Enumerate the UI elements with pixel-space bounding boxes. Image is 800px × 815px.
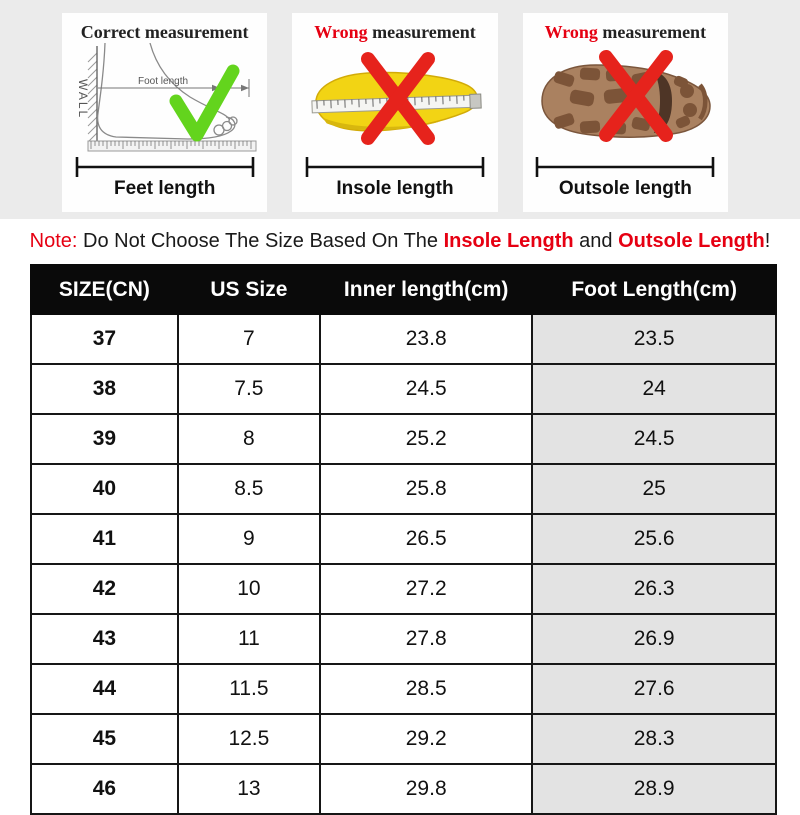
panel-caption: Feet length [114,178,215,200]
header-us-size: US Size [178,265,320,314]
panel-caption: Insole length [336,178,453,200]
panel-title-rest: measurement [598,22,706,42]
table-cell: 29.2 [320,714,532,764]
measure-bracket [70,156,260,178]
table-cell: 7 [178,314,320,364]
table-cell: 12.5 [178,714,320,764]
table-cell: 25.8 [320,464,532,514]
table-cell: 27.2 [320,564,532,614]
note-highlight-outsole: Outsole Length [618,230,765,253]
table-cell: 23.8 [320,314,532,364]
table-cell: 28.3 [532,714,776,764]
table-cell: 8.5 [178,464,320,514]
panel-title-rest: measurement [140,22,248,42]
table-cell: 27.6 [532,664,776,714]
note-line: Note: Do Not Choose The Size Based On Th… [0,219,800,264]
table-cell: 26.3 [532,564,776,614]
foot-measurement-illustration: WALL Foot length [70,43,260,155]
table-cell: 8 [178,414,320,464]
panel-title-prefix: Wrong [314,22,367,42]
note-label: Note: [30,230,78,253]
table-cell: 39 [31,414,178,464]
table-cell: 40 [31,464,178,514]
table-cell: 25 [532,464,776,514]
measure-bracket [300,156,490,178]
panel-wrong-outsole: Wrong measurement [523,13,728,212]
header-inner-length: Inner length(cm) [320,265,532,314]
table-cell: 45 [31,714,178,764]
table-cell: 46 [31,764,178,814]
table-cell: 24 [532,364,776,414]
table-cell: 13 [178,764,320,814]
note-text: and [574,230,619,253]
note-suffix: ! [765,230,771,253]
table-cell: 25.2 [320,414,532,464]
table-cell: 11 [178,614,320,664]
table-cell: 44 [31,664,178,714]
outsole-illustration [530,43,720,155]
table-cell: 41 [31,514,178,564]
panel-wrong-insole: Wrong measurement [292,13,497,212]
measurement-guide-section: Correct measurement WALL [0,0,800,219]
table-cell: 37 [31,314,178,364]
size-table: SIZE(CN) US Size Inner length(cm) Foot L… [30,264,777,815]
table-cell: 24.5 [320,364,532,414]
measure-bracket [530,156,720,178]
panel-title-rest: measurement [368,22,476,42]
wall-label: WALL [76,79,90,119]
panel-title: Correct measurement [81,22,249,43]
panel-title: Wrong measurement [314,22,476,43]
note-text: Do Not Choose The Size Based On The [77,230,443,253]
table-cell: 24.5 [532,414,776,464]
panel-title-prefix: Wrong [545,22,598,42]
table-cell: 29.8 [320,764,532,814]
table-cell: 25.6 [532,514,776,564]
table-cell: 28.9 [532,764,776,814]
table-cell: 38 [31,364,178,414]
panel-title-prefix: Correct [81,22,141,42]
table-cell: 42 [31,564,178,614]
panel-caption: Outsole length [559,178,692,200]
table-cell: 7.5 [178,364,320,414]
note-highlight-insole: Insole Length [444,230,574,253]
insole-illustration [300,43,490,155]
header-foot-length: Foot Length(cm) [532,265,776,314]
table-cell: 11.5 [178,664,320,714]
table-cell: 28.5 [320,664,532,714]
panel-correct-measurement: Correct measurement WALL [62,13,267,212]
table-cell: 27.8 [320,614,532,664]
table-cell: 43 [31,614,178,664]
table-cell: 9 [178,514,320,564]
table-cell: 26.5 [320,514,532,564]
table-header-row: SIZE(CN) US Size Inner length(cm) Foot L… [31,265,776,314]
table-cell: 26.9 [532,614,776,664]
table-cell: 10 [178,564,320,614]
panel-title: Wrong measurement [545,22,707,43]
dimension-label: Foot length [138,76,188,87]
table-cell: 23.5 [532,314,776,364]
header-size-cn: SIZE(CN) [31,265,178,314]
